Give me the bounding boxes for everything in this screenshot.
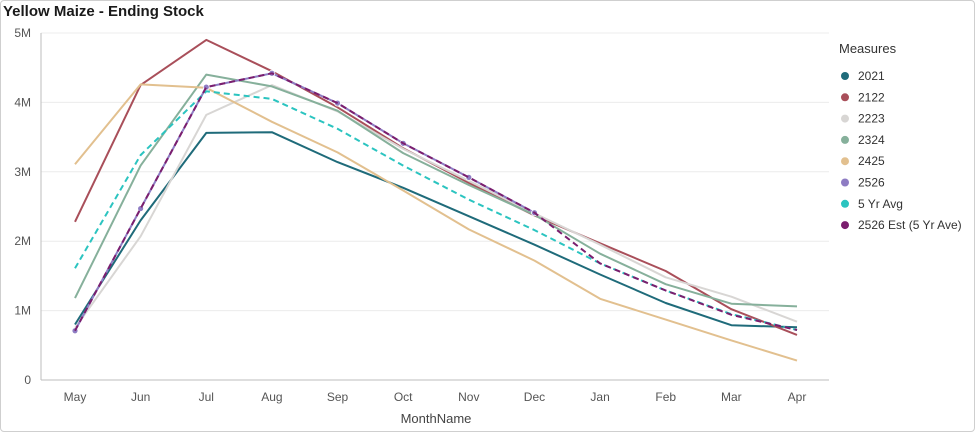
x-tick-label: Apr	[788, 390, 807, 404]
x-tick-label: Oct	[394, 390, 413, 404]
x-tick-label: Aug	[261, 390, 282, 404]
series-line	[74, 90, 798, 331]
legend-label: 2324	[858, 133, 885, 147]
x-tick-label: Jan	[590, 390, 609, 404]
x-tick-label: Sep	[327, 390, 349, 404]
legend-marker	[841, 93, 849, 102]
legend-label: 5 Yr Avg	[858, 197, 903, 211]
grid-lines	[41, 32, 829, 312]
x-tick-label: May	[64, 390, 87, 404]
series-lines	[71, 38, 798, 362]
x-tick-label: Dec	[524, 390, 545, 404]
legend-marker	[841, 157, 849, 166]
series-2223	[74, 84, 798, 329]
chart-title: Yellow Maize - Ending Stock	[3, 3, 204, 20]
series-line	[74, 72, 798, 332]
legend-label: 2526	[858, 176, 885, 190]
series-line	[74, 84, 798, 329]
legend-item[interactable]: 2021	[841, 69, 885, 83]
series-2324	[74, 73, 798, 308]
series-line	[74, 73, 798, 308]
legend-item[interactable]: 2526 Est (5 Yr Ave)	[841, 218, 962, 232]
legend-label: 2425	[858, 154, 885, 168]
legend-marker	[841, 178, 849, 187]
legend-marker	[841, 221, 849, 230]
x-tick-label: Jun	[131, 390, 150, 404]
legend-marker	[841, 72, 849, 80]
legend-marker	[841, 114, 849, 123]
series-line	[74, 131, 798, 329]
y-tick-label: 3M	[14, 165, 31, 179]
legend-marker	[841, 135, 849, 144]
y-tick-label: 1M	[14, 304, 31, 318]
legend-item[interactable]: 2122	[841, 90, 885, 104]
series-2021	[74, 131, 798, 329]
legend-item[interactable]: 2324	[841, 133, 885, 147]
x-axis-label: MonthName	[401, 411, 472, 426]
y-tick-label: 0	[24, 373, 31, 387]
legend-label: 2021	[858, 69, 885, 83]
legend-item[interactable]: 2425	[841, 154, 885, 168]
legend-item[interactable]: 5 Yr Avg	[841, 197, 903, 211]
x-axis-ticks: May Jun Jul Aug Sep Oct Nov Dec Jan Feb Mar Apr	[64, 390, 807, 404]
y-tick-label: 5M	[14, 26, 31, 40]
y-tick-label: 2M	[14, 234, 31, 248]
legend-item[interactable]: 2223	[841, 112, 885, 126]
legend[interactable]: Measures 2021 2122 2223 2324 2425 2526 5 Yr Av…	[839, 41, 962, 232]
x-tick-label: Mar	[721, 390, 742, 404]
series-line	[74, 83, 798, 362]
series-5-yr-avg	[74, 90, 798, 331]
legend-label: 2223	[858, 112, 885, 126]
legend-label: 2526 Est (5 Yr Ave)	[858, 218, 962, 232]
x-tick-label: Nov	[458, 390, 479, 404]
series-2526-est-5-yr-ave	[74, 72, 798, 332]
y-axis-ticks: 0 1M 2M 3M 4M 5M	[14, 26, 31, 387]
y-tick-label: 4M	[14, 95, 31, 109]
x-tick-label: Jul	[199, 390, 214, 404]
legend-item[interactable]: 2526	[841, 176, 885, 190]
series-2425	[74, 83, 798, 362]
series-2526	[71, 69, 538, 335]
legend-label: 2122	[858, 90, 885, 104]
x-tick-label: Feb	[655, 390, 676, 404]
legend-marker	[841, 199, 849, 208]
legend-items[interactable]: 2021 2122 2223 2324 2425 2526 5 Yr Avg 2526 Est…	[841, 69, 962, 232]
legend-title: Measures	[839, 41, 897, 56]
